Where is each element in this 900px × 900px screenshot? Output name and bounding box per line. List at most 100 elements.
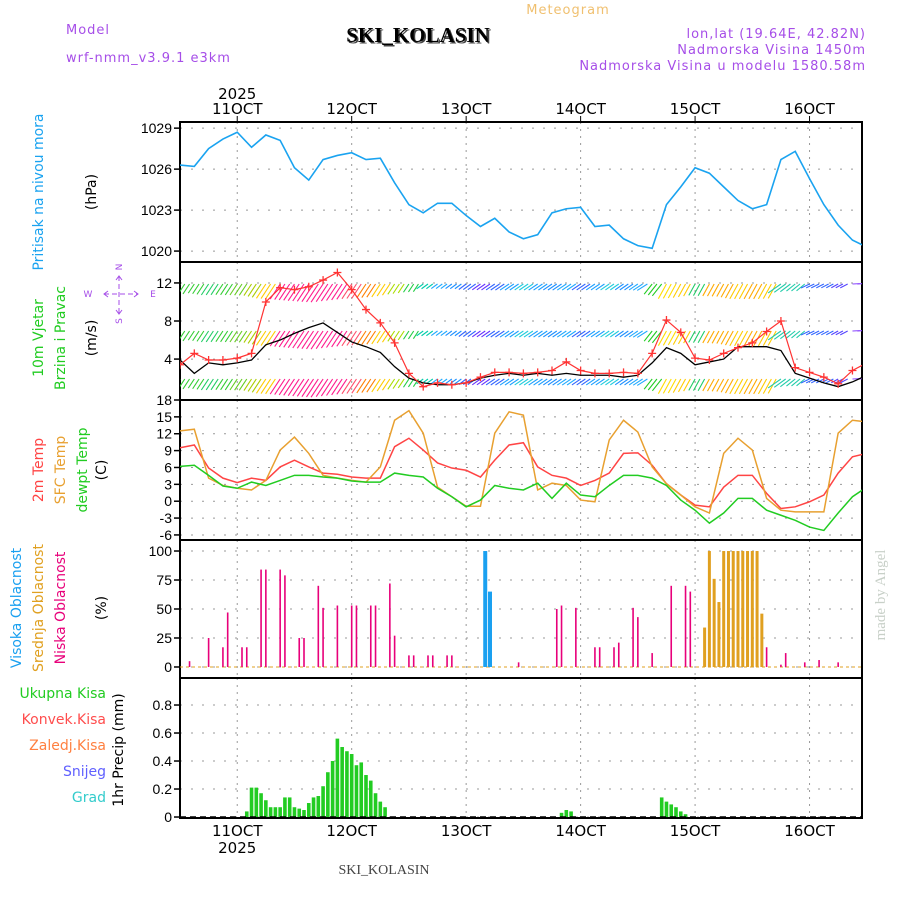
- gust-point: [519, 369, 528, 378]
- wind-barb: [251, 283, 262, 298]
- precip-bar: [254, 787, 259, 818]
- wind-barb: [200, 283, 210, 296]
- gust-point: [662, 316, 671, 325]
- cloud-low-bar: [336, 605, 339, 667]
- wind-barb: [306, 330, 319, 350]
- wind-barb: [292, 283, 305, 302]
- wind-barb: [180, 284, 181, 285]
- wind-barb: [430, 330, 438, 337]
- gust-point: [819, 373, 828, 382]
- wind-barb: [490, 378, 500, 386]
- wind-barb: [205, 378, 214, 391]
- cloud-low-bar: [265, 569, 267, 667]
- wind-barb: [831, 330, 839, 336]
- wind-barb: [672, 283, 682, 298]
- wind-barb: [585, 283, 596, 291]
- wind-barb: [310, 283, 324, 303]
- wind-barb: [499, 283, 510, 291]
- gust-point: [676, 328, 685, 337]
- precip-bar: [345, 751, 349, 818]
- wind-barb: [688, 378, 696, 391]
- wind-barb: [238, 283, 248, 296]
- y-tick-label: 1023: [141, 202, 172, 218]
- wind-barb: [657, 330, 667, 346]
- wind-barb: [609, 330, 620, 338]
- wind-barb: [773, 283, 787, 293]
- wind-barb: [331, 330, 343, 348]
- wind-barb: [366, 378, 376, 393]
- wind-barb: [196, 330, 205, 342]
- wind-barb: [816, 378, 825, 384]
- wind-barb: [657, 378, 667, 394]
- wind-barb: [624, 330, 634, 338]
- wind-barb: [826, 330, 834, 336]
- wind-barb: [628, 330, 639, 338]
- wind-barb: [229, 330, 238, 343]
- wind-barb: [180, 331, 181, 332]
- y-tick-label: 0.4: [153, 753, 173, 769]
- x-tick-label-bottom: 12OCT: [326, 822, 377, 840]
- precip-frz-label: Zaledj.Kisa: [29, 738, 106, 754]
- wind-barb: [716, 283, 725, 297]
- wind-barb: [716, 378, 725, 392]
- precip-bar: [316, 796, 321, 818]
- wind-barb: [182, 330, 190, 342]
- wind-barb: [605, 283, 615, 291]
- footer-station: SKI_KOLASIN: [339, 863, 430, 878]
- y-tick-label: 0: [164, 493, 172, 509]
- wind-barb: [376, 330, 386, 344]
- wind-barb: [734, 330, 744, 347]
- gust-point: [261, 297, 270, 306]
- precip-bar: [569, 811, 573, 818]
- series-sfc-temp: [180, 409, 862, 515]
- wind-barb: [600, 330, 610, 338]
- cloud-low-bar: [188, 661, 191, 667]
- wind-barb: [861, 283, 862, 284]
- wind-barb: [528, 283, 538, 291]
- wind-barb: [387, 378, 396, 390]
- gust-point: [748, 338, 757, 347]
- credit-watermark: made by Angel: [873, 550, 889, 641]
- y-tick-label: 0.6: [153, 725, 173, 741]
- wind-barb: [753, 378, 763, 395]
- precip-conv-label: Konvek.Kisa: [22, 712, 106, 728]
- wind-barb: [458, 330, 467, 337]
- wind-barb: [187, 330, 195, 341]
- wind-barb: [445, 378, 453, 385]
- series-2m-temp: [180, 437, 862, 510]
- gust-point: [619, 368, 628, 377]
- wind-barb: [407, 378, 415, 388]
- wind-barb: [835, 378, 844, 384]
- compass-icon: N S W E: [84, 264, 157, 324]
- wind-barb: [471, 283, 481, 291]
- wind-barb: [748, 378, 758, 395]
- wind-barb: [706, 283, 715, 297]
- cloud-mid-bar: [736, 551, 740, 667]
- wind-barb: [810, 283, 820, 289]
- wind-barb: [609, 378, 620, 386]
- wind-barb: [247, 378, 257, 392]
- wind-barb: [672, 378, 682, 393]
- wind-barb: [278, 283, 291, 301]
- cloud-mid-bar: [746, 551, 750, 667]
- wind-barb: [780, 378, 791, 388]
- wind-barb: [224, 330, 233, 343]
- wind-barb: [720, 378, 729, 393]
- wind-barb: [576, 378, 586, 386]
- cloud-low-bar: [245, 647, 248, 667]
- precip-bar: [297, 808, 302, 818]
- precip-unit: 1hr Precip (mm): [111, 693, 127, 806]
- precip-bar: [273, 807, 278, 818]
- wind-barb: [449, 330, 457, 337]
- precip-bar: [268, 807, 273, 818]
- y-tick-label: 0: [164, 659, 172, 675]
- cloud-low-bar: [684, 585, 687, 667]
- gust-point: [605, 369, 614, 378]
- wind-barb: [251, 378, 262, 393]
- wind-barb: [247, 330, 257, 344]
- wind-barb: [421, 283, 429, 290]
- cloud-low-bar: [632, 607, 634, 667]
- y-tick-label: 6: [164, 459, 172, 475]
